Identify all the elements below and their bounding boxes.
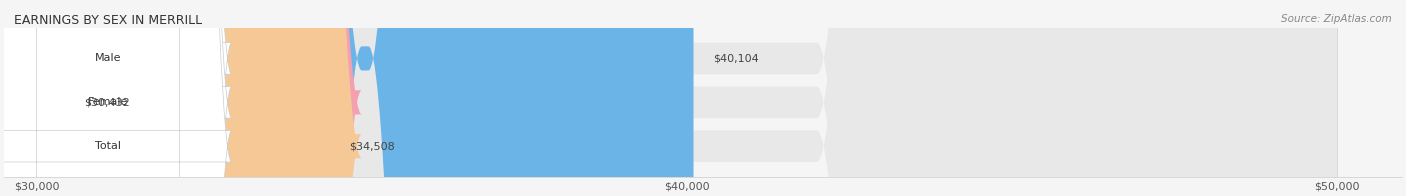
FancyBboxPatch shape — [37, 0, 693, 196]
Text: Female: Female — [89, 97, 128, 107]
FancyBboxPatch shape — [37, 0, 1337, 196]
Text: Source: ZipAtlas.com: Source: ZipAtlas.com — [1281, 14, 1392, 24]
Text: Total: Total — [96, 141, 121, 151]
FancyBboxPatch shape — [0, 0, 361, 196]
FancyBboxPatch shape — [0, 0, 232, 196]
Text: $34,508: $34,508 — [349, 141, 395, 151]
Text: $40,104: $40,104 — [713, 54, 759, 64]
FancyBboxPatch shape — [0, 0, 232, 196]
FancyBboxPatch shape — [37, 0, 1337, 196]
Text: $30,432: $30,432 — [84, 97, 129, 107]
Text: Male: Male — [96, 54, 121, 64]
Text: EARNINGS BY SEX IN MERRILL: EARNINGS BY SEX IN MERRILL — [14, 14, 202, 27]
FancyBboxPatch shape — [0, 0, 232, 196]
FancyBboxPatch shape — [37, 0, 1337, 196]
FancyBboxPatch shape — [4, 0, 361, 196]
